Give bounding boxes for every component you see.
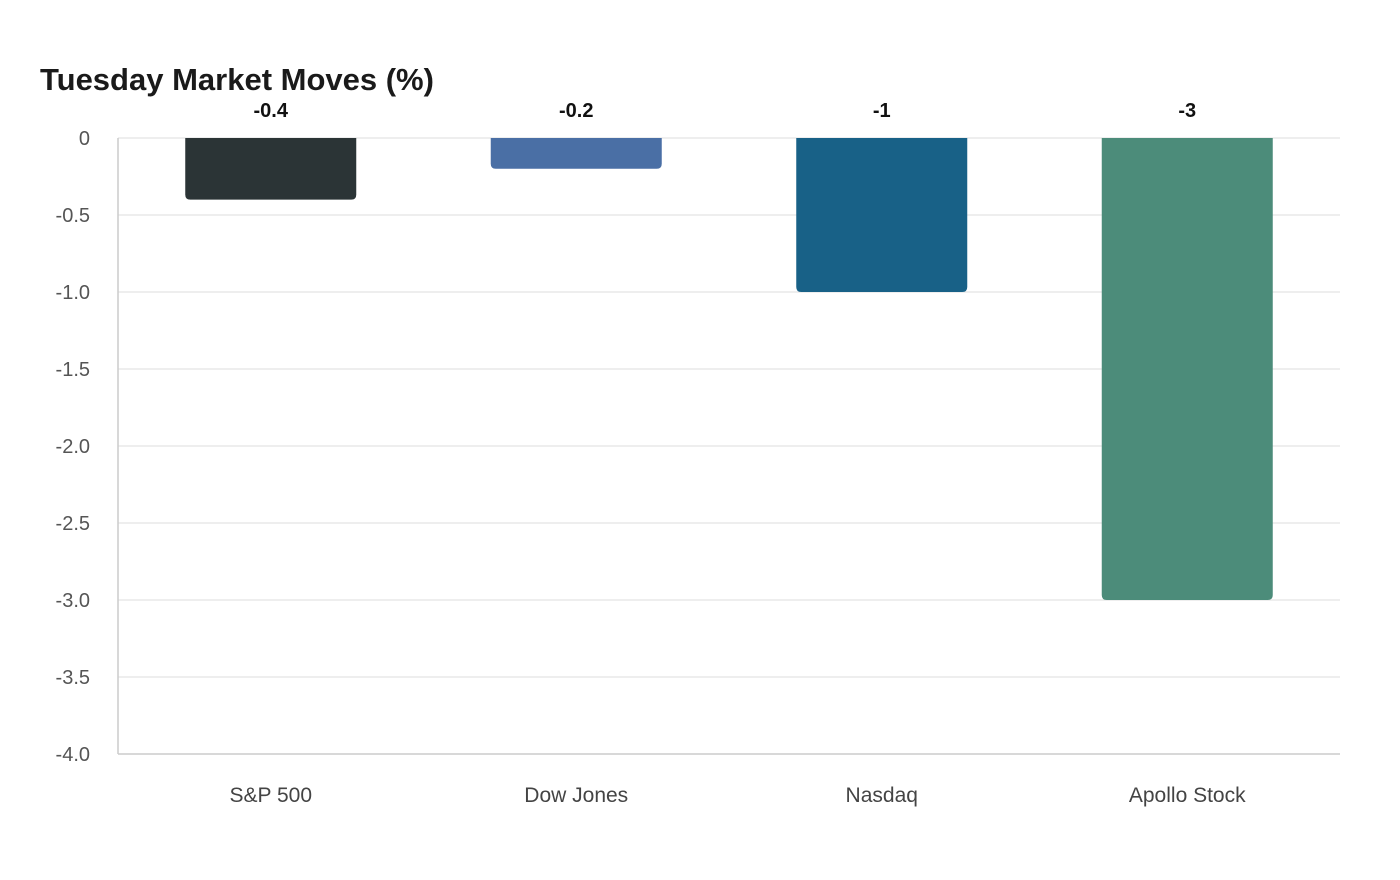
bar-nasdaq: [796, 138, 968, 292]
data-label: -1: [873, 100, 891, 122]
bars: [185, 138, 1273, 600]
y-tick-label: 0: [79, 128, 90, 150]
y-tick-label: -2.5: [56, 513, 90, 535]
axes: [117, 138, 1340, 755]
bar-dow-jones: [490, 138, 662, 169]
y-tick-label: -1.5: [56, 359, 90, 381]
y-tick-label: -3.0: [56, 590, 90, 612]
y-tick-label: -4.0: [56, 744, 90, 766]
y-tick-label: -3.5: [56, 667, 90, 689]
data-label: -0.2: [559, 100, 593, 122]
x-tick-label: Apollo Stock: [1129, 784, 1246, 807]
y-tick-label: -2.0: [56, 436, 90, 458]
x-tick-label: Nasdaq: [846, 784, 918, 807]
x-tick-label: S&P 500: [229, 784, 312, 807]
data-labels: -0.4 -0.2 -1 -3: [254, 100, 1197, 122]
bar-apollo-stock: [1101, 138, 1273, 600]
x-tick-label: Dow Jones: [524, 784, 628, 807]
y-tick-label: -0.5: [56, 205, 90, 227]
gridlines: [118, 137, 1340, 678]
y-tick-label: -1.0: [56, 282, 90, 304]
category-labels: S&P 500 Dow Jones Nasdaq Apollo Stock: [229, 784, 1246, 807]
y-axis-tick-labels: 0 -0.5 -1.0 -1.5 -2.0 -2.5 -3.0 -3.5 -4.0: [56, 128, 90, 766]
bar-s-p-500: [185, 138, 357, 200]
data-label: -0.4: [254, 100, 289, 122]
data-label: -3: [1178, 100, 1196, 122]
chart-title: Tuesday Market Moves (%): [40, 62, 434, 97]
